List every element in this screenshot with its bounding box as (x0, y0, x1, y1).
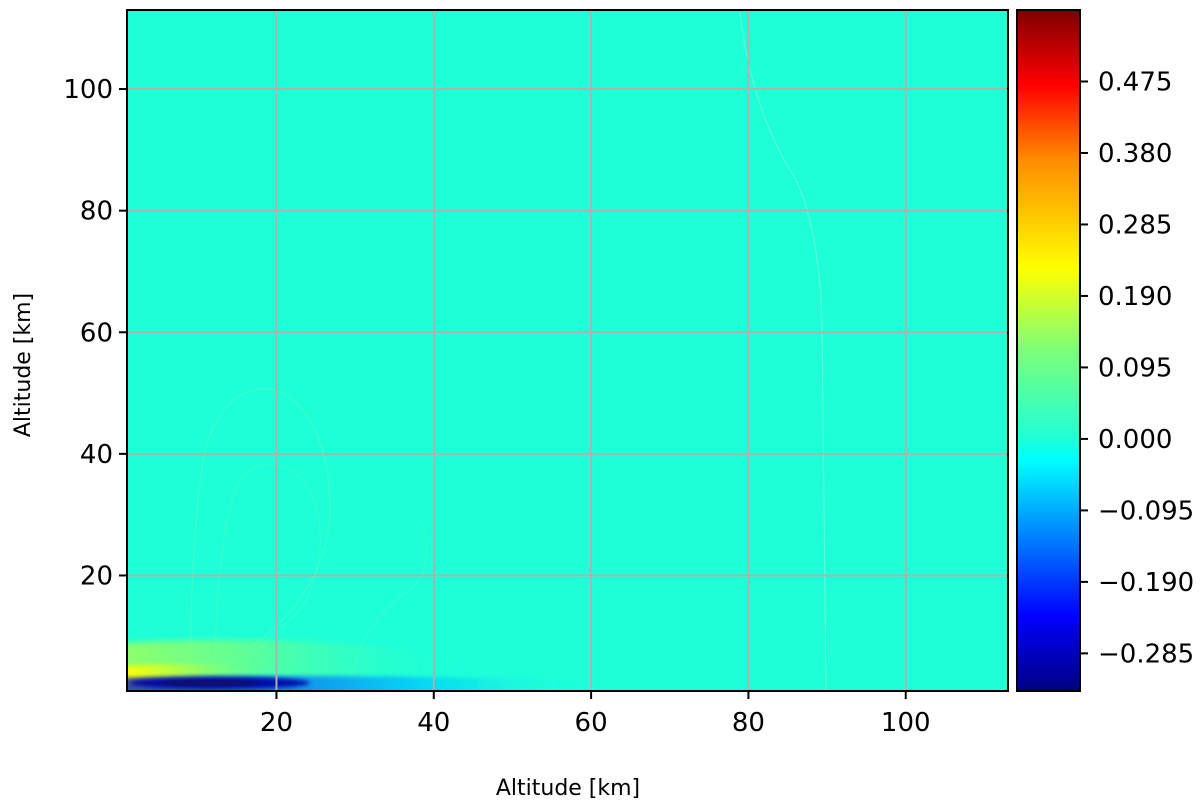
x-axis-ticks: 20 40 60 80 100 (260, 691, 931, 738)
colorbar: −0.285 −0.190 −0.095 0.000 0.095 0.190 0.285 0.… (1016, 9, 1194, 692)
colorbar-tick-label: 0.285 (1098, 210, 1172, 240)
negative-band-outer (127, 676, 600, 691)
heatmap-background (127, 10, 1008, 691)
faint-contour-lobe (189, 388, 331, 691)
colorbar-tick-label: −0.095 (1098, 496, 1194, 526)
y-axis-label: Altitude [km] (11, 293, 36, 437)
y-tick-label: 80 (80, 197, 113, 227)
colorbar-frame (1016, 9, 1081, 692)
colorbar-tick-label: 0.475 (1098, 67, 1172, 97)
negative-band-deep (160, 679, 260, 687)
colorbar-tick-label: 0.095 (1098, 353, 1172, 383)
x-tick-label: 40 (417, 708, 450, 738)
colorbar-tick-label: 0.380 (1098, 139, 1172, 169)
colorbar-tick-label: 0.000 (1098, 425, 1172, 455)
x-tick-label: 100 (881, 708, 931, 738)
x-tick-label: 20 (260, 708, 293, 738)
grid-lines (127, 10, 1008, 691)
y-tick-label: 60 (80, 318, 113, 348)
plot-area: 20 40 60 80 100 20 40 60 80 100 (63, 9, 1009, 738)
y-axis-ticks: 20 40 60 80 100 (63, 75, 127, 591)
x-tick-label: 60 (575, 708, 608, 738)
colorbar-ticks: −0.285 −0.190 −0.095 0.000 0.095 0.190 0.285 0.… (1080, 67, 1194, 669)
colorbar-tick-label: −0.285 (1098, 639, 1194, 669)
faint-contour-lobe-inner (214, 463, 321, 691)
colorbar-gradient (1017, 10, 1080, 691)
colorbar-tick-label: −0.190 (1098, 568, 1194, 598)
heatmap-features (127, 11, 827, 691)
x-tick-label: 80 (732, 708, 765, 738)
y-tick-label: 100 (63, 75, 113, 105)
y-tick-label: 20 (80, 561, 113, 591)
colorbar-tick-label: 0.190 (1098, 282, 1172, 312)
plot-frame (126, 9, 1009, 692)
y-tick-label: 40 (80, 440, 113, 470)
x-axis-label: Altitude [km] (496, 776, 640, 801)
